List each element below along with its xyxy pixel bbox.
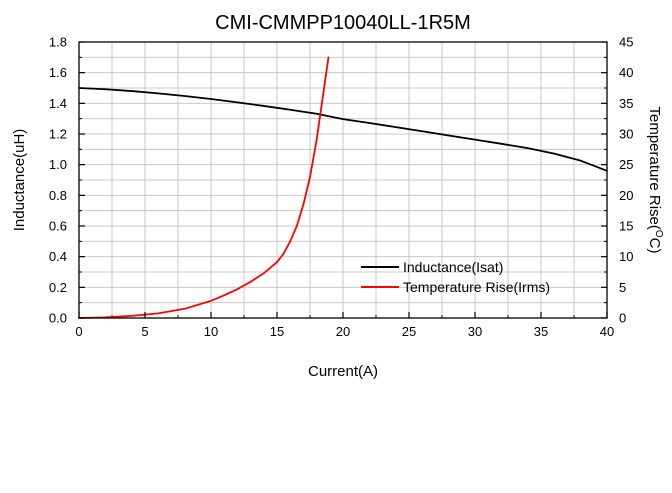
x-axis-title: Current(A)	[308, 363, 378, 380]
x-tick-label: 35	[534, 324, 548, 339]
x-tick-label: 0	[75, 324, 82, 339]
y2-tick-label: 40	[619, 65, 633, 80]
series-layer	[78, 56, 608, 319]
y2-axis-ticks: 0 5 10 15 20 25 30 35 40 45	[601, 35, 633, 326]
x-tick-label: 25	[402, 324, 416, 339]
y2-tick-label: 20	[619, 188, 633, 203]
y-tick-label: 1.8	[49, 35, 67, 50]
y2-axis-title-degree: O	[653, 230, 664, 238]
y-tick-label: 1.2	[49, 127, 67, 142]
y-tick-label: 0.4	[49, 249, 67, 264]
y2-axis-title: Temperature Rise(OC)	[646, 107, 664, 254]
inductance-series-line	[78, 87, 608, 172]
temperature-series-line	[78, 56, 330, 319]
y-axis-ticks: 0.0 0.2 0.4 0.6 0.8 1.0 1.2 1.4 1.6 1.8	[49, 35, 85, 326]
y2-tick-label: 35	[619, 96, 633, 111]
x-tick-label: 40	[600, 324, 614, 339]
y2-tick-label: 25	[619, 157, 633, 172]
legend-label: Temperature Rise(Irms)	[403, 279, 550, 295]
y-axis-title: Inductance(uH)	[11, 129, 28, 232]
y-tick-label: 0.6	[49, 219, 67, 234]
x-tick-label: 5	[141, 324, 148, 339]
y2-tick-label: 0	[619, 311, 626, 326]
y-tick-label: 0.8	[49, 188, 67, 203]
y2-tick-label: 10	[619, 249, 633, 264]
y-tick-label: 0.2	[49, 280, 67, 295]
y2-tick-label: 5	[619, 280, 626, 295]
svg-text:Temperature Rise(OC): Temperature Rise(OC)	[646, 107, 664, 254]
y2-axis-title-unit: C)	[646, 238, 663, 254]
y2-tick-label: 15	[619, 219, 633, 234]
y2-axis-title-text: Temperature Rise(	[646, 107, 663, 230]
y-tick-label: 1.6	[49, 65, 67, 80]
y-tick-label: 0.0	[49, 311, 67, 326]
x-tick-label: 20	[336, 324, 350, 339]
legend-label: Inductance(Isat)	[403, 259, 503, 275]
x-axis-ticks: 0 5 10 15 20 25 30 35 40	[75, 312, 614, 339]
y-tick-label: 1.0	[49, 157, 67, 172]
x-tick-label: 30	[468, 324, 482, 339]
x-tick-label: 10	[204, 324, 218, 339]
legend: Inductance(Isat) Temperature Rise(Irms)	[361, 259, 550, 295]
y2-tick-label: 45	[619, 35, 633, 50]
y2-tick-label: 30	[619, 127, 633, 142]
y-tick-label: 1.4	[49, 96, 67, 111]
chart-title: CMI-CMMPP10040LL-1R5M	[215, 12, 471, 34]
x-tick-label: 15	[270, 324, 284, 339]
